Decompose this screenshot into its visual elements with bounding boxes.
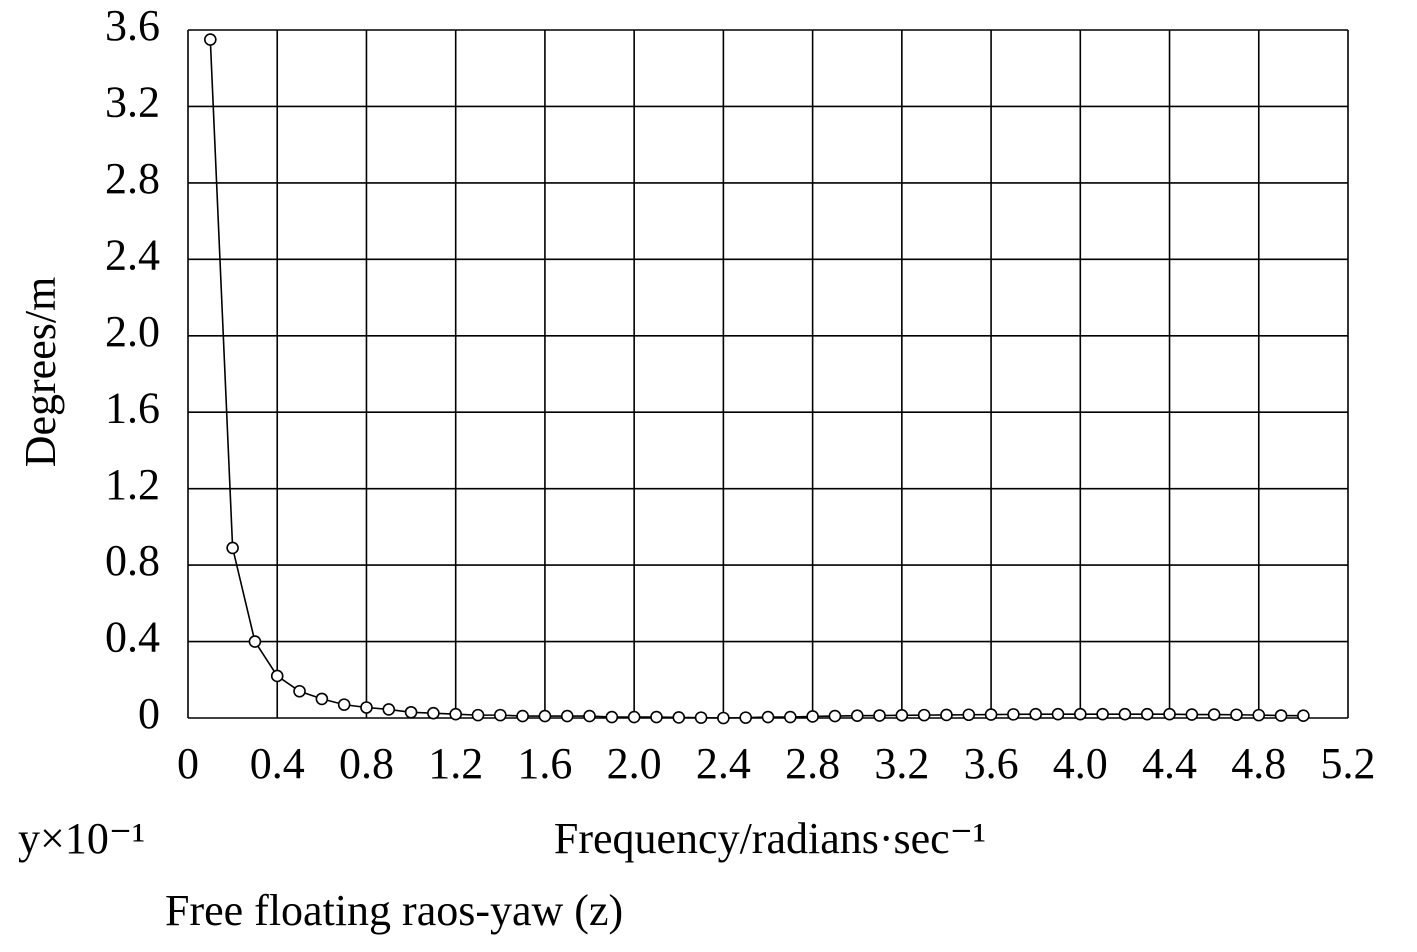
marker (984, 708, 998, 721)
marker (672, 711, 686, 724)
marker (427, 706, 440, 720)
marker (627, 710, 641, 724)
marker (293, 684, 306, 698)
marker (1051, 707, 1065, 721)
y-tick-label: 1.6 (105, 383, 160, 432)
y-tick-label: 3.6 (105, 1, 160, 50)
y-tick-label: 2.0 (105, 307, 160, 356)
marker (516, 709, 529, 723)
marker (494, 708, 507, 722)
y-tick-label: 2.4 (105, 230, 160, 279)
marker (806, 710, 819, 723)
marker (940, 708, 953, 722)
x-tick-label: 1.6 (517, 739, 572, 788)
marker (1163, 707, 1176, 721)
x-tick-label: 1.2 (428, 739, 483, 788)
marker (583, 709, 596, 723)
marker (1185, 708, 1199, 721)
marker (449, 707, 462, 721)
y-tick-label: 0.8 (105, 536, 160, 585)
marker (761, 710, 775, 724)
marker (382, 703, 396, 716)
marker (226, 541, 239, 555)
marker (1029, 707, 1042, 721)
x-tick-label: 3.2 (874, 739, 929, 788)
x-axis-label: Frequency/radians·sec⁻¹ (554, 814, 986, 863)
marker (717, 711, 730, 725)
scale-note: y×10⁻¹ (18, 814, 145, 863)
marker (560, 709, 574, 723)
x-tick-label: 4.4 (1142, 739, 1197, 788)
marker (828, 709, 842, 723)
marker (1007, 708, 1020, 721)
x-tick-label: 4.8 (1231, 739, 1286, 788)
x-tick-label: 5.2 (1321, 739, 1376, 788)
marker (1274, 709, 1288, 722)
y-tick-label: 2.8 (105, 154, 160, 203)
x-tick-label: 0.4 (250, 739, 305, 788)
y-tick-label: 0 (138, 689, 160, 738)
marker (404, 705, 418, 719)
marker (694, 711, 708, 724)
marker (605, 710, 619, 724)
x-tick-label: 0 (177, 739, 199, 788)
marker (1297, 709, 1310, 723)
x-tick-label: 4.0 (1053, 739, 1108, 788)
marker (917, 708, 931, 722)
marker (337, 698, 351, 711)
marker (204, 33, 217, 46)
marker (873, 709, 886, 722)
x-tick-label: 0.8 (339, 739, 394, 788)
marker (538, 709, 552, 723)
x-tick-label: 2.4 (696, 739, 751, 788)
marker (315, 692, 329, 706)
marker (739, 711, 752, 724)
marker (895, 709, 909, 722)
marker (784, 710, 797, 724)
marker (1118, 707, 1132, 721)
marker (1252, 708, 1266, 722)
y-tick-label: 3.2 (105, 78, 160, 127)
marker (1074, 707, 1087, 721)
y-tick-label: 1.2 (105, 460, 160, 509)
marker (360, 701, 373, 714)
x-tick-label: 3.6 (964, 739, 1019, 788)
y-tick-label: 0.4 (105, 613, 160, 662)
marker (962, 708, 976, 722)
marker (850, 709, 864, 723)
marker (471, 708, 485, 722)
marker (270, 669, 284, 683)
marker (1140, 707, 1154, 721)
marker (650, 710, 663, 724)
marker (1207, 708, 1221, 721)
x-tick-label: 2.0 (607, 739, 662, 788)
marker (1230, 708, 1243, 722)
y-axis-label: Degrees/m (16, 277, 65, 468)
line (209, 39, 1304, 719)
x-tick-label: 2.8 (785, 739, 840, 788)
marker (1096, 707, 1109, 721)
caption: Free floating raos-yaw (z) (165, 886, 623, 935)
marker (248, 635, 262, 648)
